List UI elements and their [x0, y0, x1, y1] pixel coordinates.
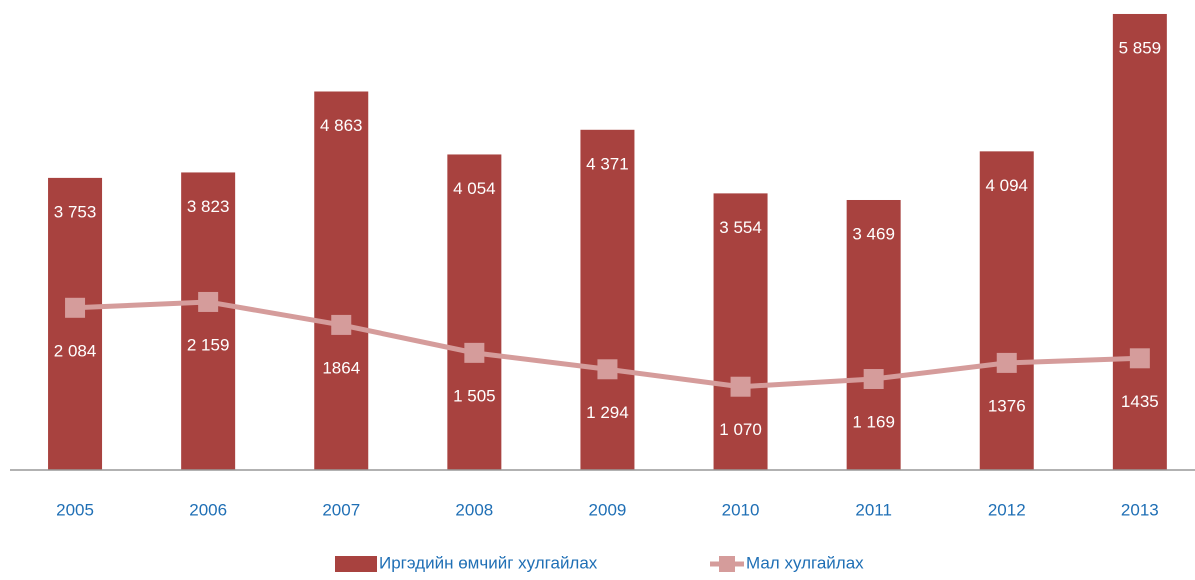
bar: [447, 154, 502, 470]
bar: [48, 177, 103, 471]
bar-value-label: 4 094: [985, 176, 1028, 195]
bar: [846, 199, 901, 471]
bar-value-label: 3 469: [852, 224, 895, 243]
x-tick-label: 2007: [322, 500, 360, 519]
line-value-label: 1376: [988, 396, 1026, 415]
legend-swatch: [335, 556, 377, 572]
x-tick-label: 2012: [988, 500, 1026, 519]
bar: [181, 172, 236, 470]
line-value-label: 2 084: [54, 341, 97, 360]
x-tick-label: 2011: [855, 500, 892, 519]
bar-value-label: 4 863: [320, 116, 363, 135]
legend-label: Иргэдийн өмчийг хулгайлах: [379, 553, 598, 572]
line-marker: [331, 314, 352, 335]
bar: [979, 151, 1034, 470]
line-marker: [198, 291, 219, 312]
legend-label: Мал хулгайлах: [746, 553, 864, 572]
line-marker: [863, 369, 884, 390]
line-marker: [1129, 348, 1150, 369]
bar-value-label: 3 554: [719, 218, 762, 237]
line-marker: [464, 342, 485, 363]
x-tick-label: 2006: [189, 500, 227, 519]
bar: [314, 91, 369, 471]
bar: [580, 129, 635, 470]
bar-value-label: 4 054: [453, 179, 496, 198]
line-value-label: 1864: [322, 358, 360, 377]
x-tick-label: 2005: [56, 500, 94, 519]
bar-value-label: 5 859: [1119, 38, 1162, 57]
legend-swatch-marker: [719, 556, 735, 572]
line-marker: [996, 352, 1017, 373]
x-tick-label: 2009: [589, 500, 627, 519]
bar: [713, 193, 768, 470]
bar-value-label: 3 823: [187, 197, 230, 216]
bar-value-label: 3 753: [54, 202, 97, 221]
x-tick-label: 2008: [455, 500, 493, 519]
line-marker: [730, 376, 751, 397]
line-marker: [597, 359, 618, 380]
line-value-label: 1 294: [586, 403, 629, 422]
line-value-label: 1 169: [852, 412, 895, 431]
bar-value-label: 4 371: [586, 154, 629, 173]
line-marker: [65, 297, 86, 318]
line-value-label: 1 070: [719, 420, 762, 439]
line-value-label: 1 505: [453, 386, 496, 405]
x-tick-label: 2013: [1121, 500, 1159, 519]
line-value-label: 2 159: [187, 335, 230, 354]
bar: [1112, 13, 1167, 471]
line-value-label: 1435: [1121, 392, 1159, 411]
x-tick-label: 2010: [722, 500, 760, 519]
